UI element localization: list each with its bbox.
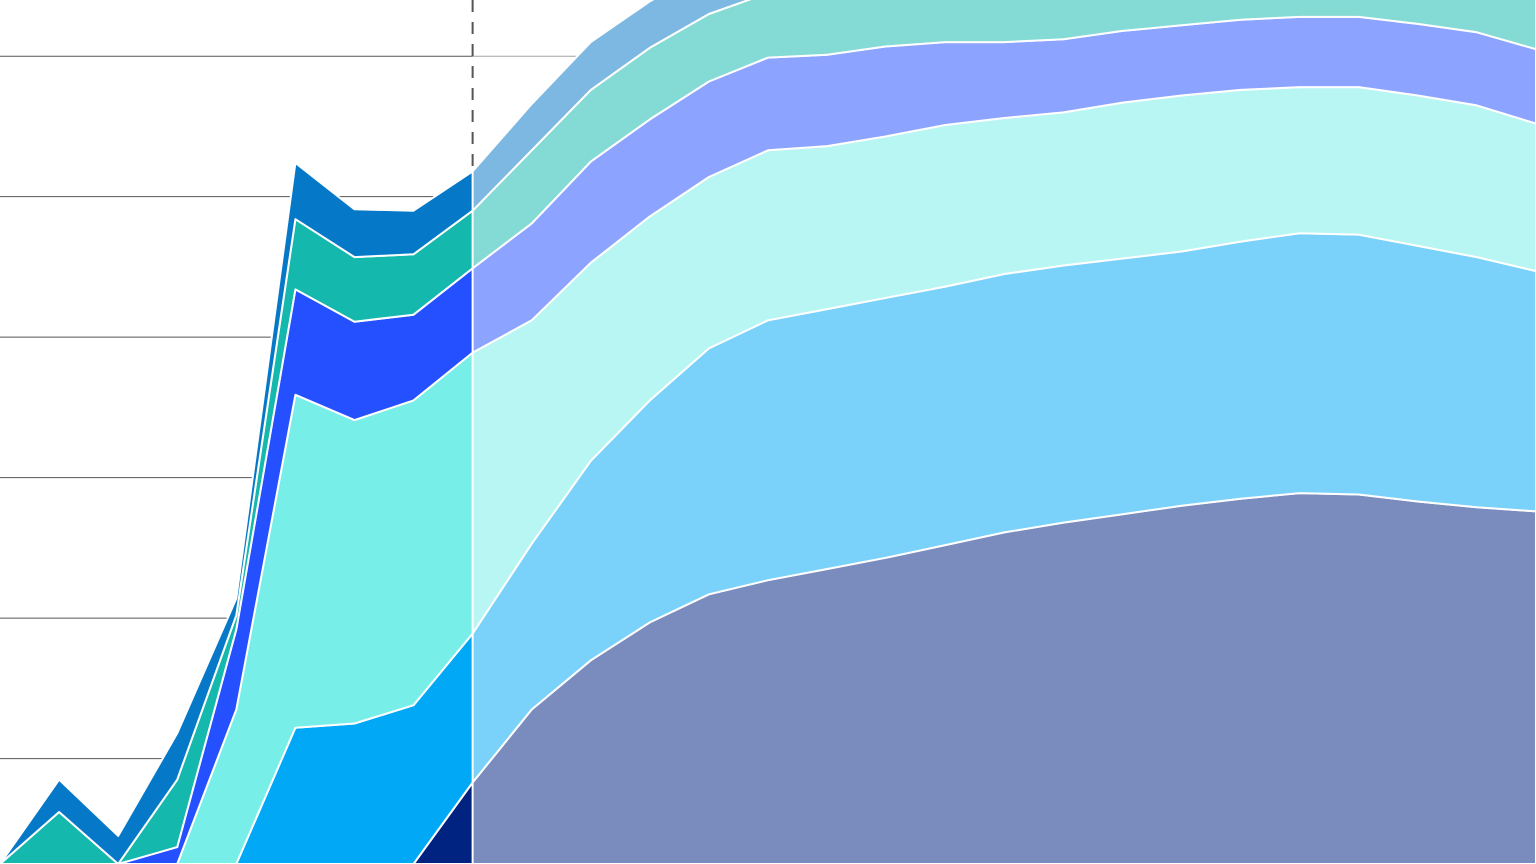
forecast-region-shade [472, 0, 1536, 864]
chart-overlays [471, 0, 1536, 864]
